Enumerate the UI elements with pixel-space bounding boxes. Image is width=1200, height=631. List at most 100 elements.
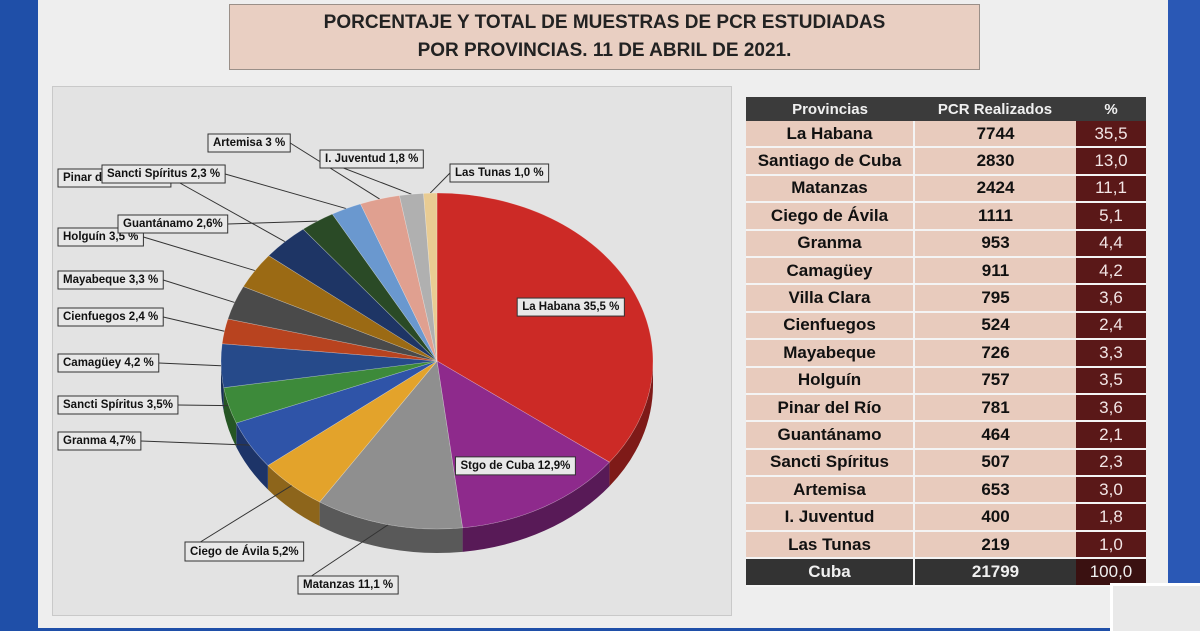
leader-line	[158, 362, 222, 367]
cell-pcr: 953	[913, 229, 1076, 258]
cell-province: Matanzas	[746, 174, 914, 204]
slice-label-box	[297, 575, 399, 595]
leader-line	[177, 404, 229, 407]
cell-province: Cienfuegos	[746, 311, 914, 341]
cell-province: La Habana	[746, 121, 914, 149]
cell-pcr: 2830	[913, 147, 1076, 176]
slice-label-text: Ciego de Ávila 5,2%	[190, 545, 299, 558]
slice-label-text: Stgo de Cuba 12,9%	[460, 460, 570, 472]
leader-line	[163, 279, 235, 303]
slice-label-box	[57, 431, 142, 451]
corner-overlay	[1110, 583, 1200, 631]
cell-pcr: 507	[913, 448, 1076, 478]
slice-label-text: Las Tunas 1,0 %	[455, 167, 544, 179]
table-header-row: Provincias PCR Realizados %	[746, 97, 1146, 121]
table-row: Ciego de Ávila 1111 5,1	[746, 202, 1146, 231]
table-row: Matanzas 2424 11,1	[746, 174, 1146, 204]
slice-label: Sancti Spíritus 2,3 %	[101, 164, 226, 184]
cell-percent: 5,1	[1076, 202, 1146, 231]
slice-label: Camagüey 4,2 %	[57, 353, 160, 373]
slice-label: La Habana 35,5 %	[516, 297, 625, 317]
slice-label-box	[184, 541, 305, 562]
cell-province: Camagüey	[746, 256, 914, 286]
slice-label: Las Tunas 1,0 %	[449, 163, 550, 183]
pie-slice-side	[221, 361, 224, 412]
table-row: La Habana 7744 35,5	[746, 121, 1146, 149]
cell-percent: 3,5	[1076, 366, 1146, 395]
cell-province: Sancti Spíritus	[746, 448, 914, 478]
cell-percent: 3,3	[1076, 339, 1146, 368]
cell-province: I. Juventud	[746, 503, 914, 532]
cell-percent: 35,5	[1076, 121, 1146, 149]
pie-slice	[220, 343, 438, 388]
cell-province: Granma	[746, 229, 914, 258]
pie-slice	[423, 192, 438, 362]
leader-line	[227, 220, 318, 225]
slice-label-text: I. Juventud 1,8 %	[325, 153, 418, 165]
table-row: I. Juventud 400 1,8	[746, 503, 1146, 532]
chart-title-box: PORCENTAJE Y TOTAL DE MUESTRAS DE PCR ES…	[229, 4, 980, 70]
pie-slice	[360, 195, 438, 362]
slice-label: I. Juventud 1,8 %	[319, 149, 424, 169]
cell-province: Mayabeque	[746, 339, 914, 368]
cell-pcr: 653	[913, 476, 1076, 505]
slice-label-box	[454, 456, 576, 476]
pie-slice-side	[319, 502, 463, 553]
slice-label-box	[449, 163, 550, 183]
cell-province: Artemisa	[746, 476, 914, 505]
table-row: Pinar del Río 781 3,6	[746, 393, 1146, 423]
pie-slice	[267, 360, 438, 503]
leader-line	[224, 173, 347, 210]
title-line-1: PORCENTAJE Y TOTAL DE MUESTRAS DE PCR ES…	[323, 12, 886, 33]
cell-percent: 3,0	[1076, 476, 1146, 505]
pie-slice	[221, 318, 438, 362]
slice-label-box	[57, 307, 164, 327]
table-row: Sancti Spíritus 507 2,3	[746, 448, 1146, 478]
cell-pcr: 726	[913, 339, 1076, 368]
leader-line	[289, 142, 380, 200]
pie-chart-panel: La Habana 35,5 % Stgo de Cuba 12,9% Matanz…	[52, 86, 732, 616]
slice-label-text: Guantánamo 2,6%	[123, 218, 223, 230]
cell-percent: 11,1	[1076, 174, 1146, 204]
cell-pcr: 781	[913, 393, 1076, 423]
pie-slice	[302, 213, 438, 362]
cell-province: Las Tunas	[746, 530, 914, 560]
pie-chart: La Habana 35,5 % Stgo de Cuba 12,9% Matanz…	[57, 133, 654, 595]
cell-pcr: 795	[913, 284, 1076, 313]
slice-label: Cienfuegos 2,4 %	[57, 307, 164, 327]
slice-label-text: Cienfuegos 2,4 %	[63, 311, 158, 323]
table-row: Guantánamo 464 2,1	[746, 421, 1146, 450]
total-percent: 100,0	[1076, 558, 1146, 587]
slice-label-text: Matanzas 11,1 %	[303, 579, 393, 591]
table-row: Villa Clara 795 3,6	[746, 284, 1146, 313]
table-row: Cienfuegos 524 2,4	[746, 311, 1146, 341]
slice-label-box	[117, 214, 229, 234]
slice-label-box	[57, 353, 160, 373]
cell-province: Santiago de Cuba	[746, 147, 914, 176]
pie-slice	[223, 360, 438, 424]
slice-label: Guantánamo 2,6%	[117, 214, 229, 234]
table-row: Granma 953 4,4	[746, 229, 1146, 258]
leader-line	[184, 484, 293, 552]
table-row: Santiago de Cuba 2830 13,0	[746, 147, 1146, 176]
cell-percent: 1,0	[1076, 530, 1146, 560]
pie-slice	[268, 228, 438, 362]
cell-province: Holguín	[746, 366, 914, 395]
cell-percent: 3,6	[1076, 393, 1146, 423]
cell-province: Ciego de Ávila	[746, 202, 914, 231]
slice-label: Granma 4,7%	[57, 431, 142, 451]
slice-label-text: La Habana 35,5 %	[522, 301, 619, 313]
pie-slice-side	[236, 422, 268, 490]
total-pcr: 21799	[913, 558, 1076, 587]
pie-slice	[235, 360, 438, 466]
cell-pcr: 911	[913, 256, 1076, 286]
slice-label-text: Camagüey 4,2 %	[63, 357, 154, 369]
slice-label: Mayabeque 3,3 %	[57, 270, 164, 290]
pie-slice	[319, 360, 463, 530]
slice-label-text: Artemisa 3 %	[213, 137, 285, 149]
pie-slice	[242, 255, 438, 362]
pie-slice	[436, 360, 610, 529]
cell-percent: 3,6	[1076, 284, 1146, 313]
cell-pcr: 1111	[913, 202, 1076, 231]
slice-label-box	[319, 149, 424, 169]
